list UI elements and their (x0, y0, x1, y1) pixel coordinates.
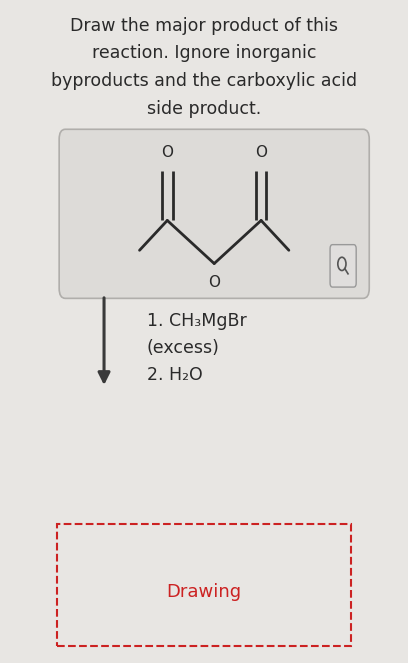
Bar (57, 524, 351, 646)
Text: side product.: side product. (147, 100, 261, 118)
Text: 2. H₂O: 2. H₂O (147, 366, 203, 384)
Text: reaction. Ignore inorganic: reaction. Ignore inorganic (92, 44, 316, 62)
Text: O: O (255, 145, 267, 160)
Text: O: O (161, 145, 173, 160)
Text: 1. CH₃MgBr: 1. CH₃MgBr (147, 312, 246, 330)
Text: Drawing: Drawing (166, 583, 242, 601)
Text: byproducts and the carboxylic acid: byproducts and the carboxylic acid (51, 72, 357, 90)
Text: Draw the major product of this: Draw the major product of this (70, 17, 338, 34)
Text: (excess): (excess) (147, 339, 220, 357)
Text: O: O (208, 274, 220, 290)
FancyBboxPatch shape (59, 129, 369, 298)
FancyBboxPatch shape (330, 245, 356, 287)
